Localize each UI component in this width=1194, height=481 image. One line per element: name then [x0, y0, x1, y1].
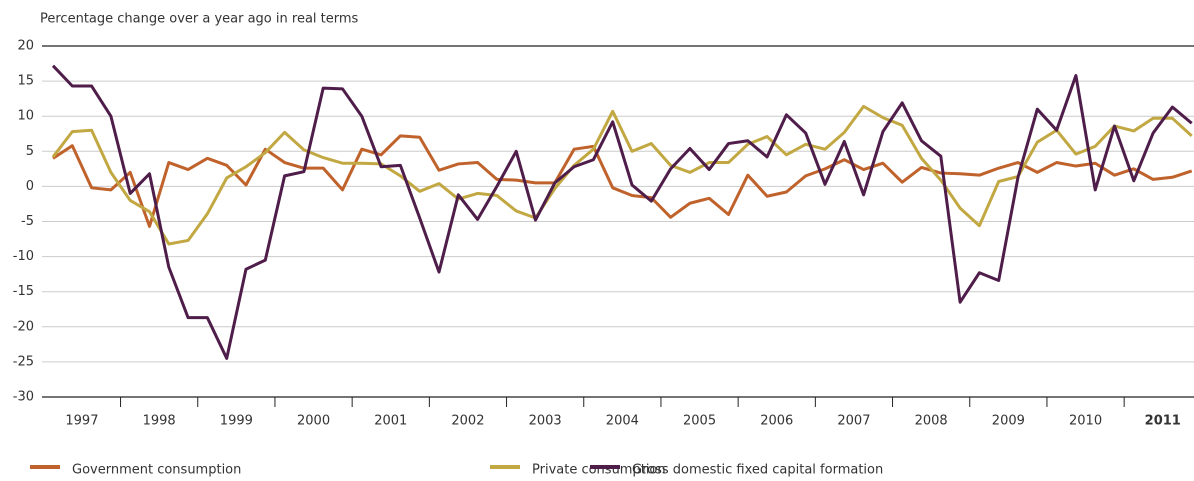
x-tick-label: 1998 — [143, 414, 176, 429]
legend-label: Government consumption — [72, 463, 241, 478]
y-tick-label: -20 — [13, 319, 34, 334]
y-tick-label: 10 — [17, 109, 34, 124]
y-tick-label: -15 — [13, 284, 34, 299]
y-tick-label: -10 — [13, 249, 34, 264]
line-series — [51, 64, 1193, 360]
y-tick-label: -5 — [21, 214, 34, 229]
y-tick-label: -30 — [13, 390, 34, 405]
x-tick-label: 2010 — [1069, 414, 1102, 429]
x-tick-label: 2011 — [1145, 414, 1181, 429]
line-series — [52, 134, 1193, 228]
x-tick-label: 2004 — [606, 414, 639, 429]
y-tick-label: -25 — [13, 354, 34, 369]
legend-label: Gross domestic fixed capital formation — [632, 463, 883, 478]
x-tick-label: 2003 — [529, 414, 562, 429]
x-tick-label: 2008 — [915, 414, 948, 429]
y-tick-label: 5 — [26, 144, 34, 159]
y-tick-label: 0 — [26, 179, 34, 194]
chart-title: Percentage change over a year ago in rea… — [40, 12, 359, 27]
x-tick-label: 2002 — [451, 414, 484, 429]
x-tick-label: 2007 — [837, 414, 870, 429]
x-tick-label: 2005 — [683, 414, 716, 429]
legend-label: Private consumption — [532, 463, 666, 478]
y-tick-label: 15 — [17, 74, 34, 89]
line-series — [51, 104, 1193, 246]
x-tick-label: 1997 — [65, 414, 98, 429]
x-tick-label: 2001 — [374, 414, 407, 429]
x-tick-label: 2006 — [760, 414, 793, 429]
x-tick-label: 2000 — [297, 414, 330, 429]
y-tick-label: 20 — [17, 39, 34, 54]
x-tick-label: 2009 — [992, 414, 1025, 429]
x-tick-label: 1999 — [220, 414, 253, 429]
